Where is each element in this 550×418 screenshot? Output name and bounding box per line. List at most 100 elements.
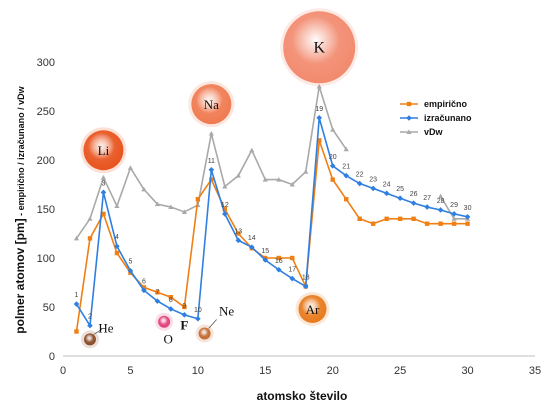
data-point [181,209,187,214]
data-point [370,221,376,226]
atomic-number-label: 14 [248,235,256,242]
atomic-number-label: 18 [302,274,310,281]
data-point [208,130,214,136]
x-tick-label: 35 [529,365,541,377]
data-point [114,250,120,256]
atomic-number-label: 27 [423,195,431,202]
data-point [424,204,430,210]
data-point [87,216,93,221]
data-point [329,163,336,169]
atomic-number-label: 9 [182,303,186,310]
x-tick-label: 25 [394,365,406,377]
y-axis-title: polmer atomov [pm] - empirično / izračun… [13,85,27,333]
data-point [344,197,349,202]
data-point [357,216,362,221]
atom-symbol-label: F [180,318,188,333]
y-tick-label: 150 [37,204,55,216]
atom-sphere [83,333,96,346]
legend-label: izračunano [424,113,472,123]
data-point [317,138,322,143]
data-point [275,266,282,273]
legend-label: empirično [424,99,468,109]
data-point [437,207,444,213]
y-tick-label: 0 [49,351,55,363]
atomic-number-label: 4 [115,234,119,241]
atomic-number-label: 2 [88,314,92,321]
atomic-number-label: 16 [275,258,283,265]
data-point [114,203,120,209]
atomic-number-label: 15 [261,248,269,255]
data-point [249,147,255,153]
data-point [73,235,80,241]
data-point [222,183,228,189]
atomic-number-label: 8 [169,297,173,304]
data-point [73,301,80,307]
atomic-number-label: 11 [208,158,215,165]
atomic-number-label: 13 [234,228,242,235]
data-point [155,290,160,295]
data-point [236,231,241,236]
data-point [384,216,389,221]
data-point [222,211,228,217]
data-point [438,221,443,226]
data-point [181,312,188,318]
atomic-number-label: 19 [315,106,323,113]
data-point [276,255,281,261]
atom-pointer [93,329,103,335]
legend-item: empirično [400,99,468,109]
series-layer [73,83,471,334]
data-point [101,211,106,217]
atomic-number-label: 12 [221,202,229,209]
data-point [438,193,444,199]
data-point [397,195,403,202]
data-point [141,186,147,192]
x-tick-label: 5 [127,365,133,377]
series-line [75,140,468,332]
atomic-number-label: 30 [464,205,472,212]
y-tick-label: 100 [37,253,55,265]
atom-sphere [158,315,171,328]
data-point [168,295,174,300]
atom-symbol-label: Li [98,143,110,158]
data-point [168,306,174,312]
atomic-number-label: 24 [383,181,391,188]
data-point [289,181,295,187]
data-point [249,244,255,251]
x-tick-label: 20 [327,365,339,377]
x-tick-label: 10 [192,365,204,377]
data-point [182,304,187,310]
data-point [464,214,471,220]
data-point [316,115,323,121]
data-point [100,175,107,180]
data-point [154,298,161,304]
data-point [343,172,349,179]
atom-pointer [208,319,217,329]
atom-na: Na [188,81,235,128]
data-point [154,201,160,207]
atom-ne: Ne [195,303,234,343]
atom-symbol-label: Ar [306,302,320,317]
data-point [114,243,120,250]
data-point [424,221,430,226]
atomic-number-label: 25 [396,186,404,193]
data-point [87,236,93,241]
atomic-number-label: 3 [102,180,106,187]
atomic-number-label: 5 [128,259,132,266]
data-point [74,329,79,334]
data-point [262,257,269,263]
legend-label: vDw [424,127,444,137]
data-point [141,285,147,290]
data-point [127,267,134,274]
atomic-number-label: 20 [329,154,337,161]
data-point [356,180,363,187]
series-1 [73,115,471,329]
data-point [289,275,296,282]
atomic-number-label: 17 [288,267,296,274]
atom-ar: Ar [295,291,330,326]
atom-he: He [80,320,114,349]
data-point [209,177,214,182]
atomic-number-label: 10 [194,307,202,314]
